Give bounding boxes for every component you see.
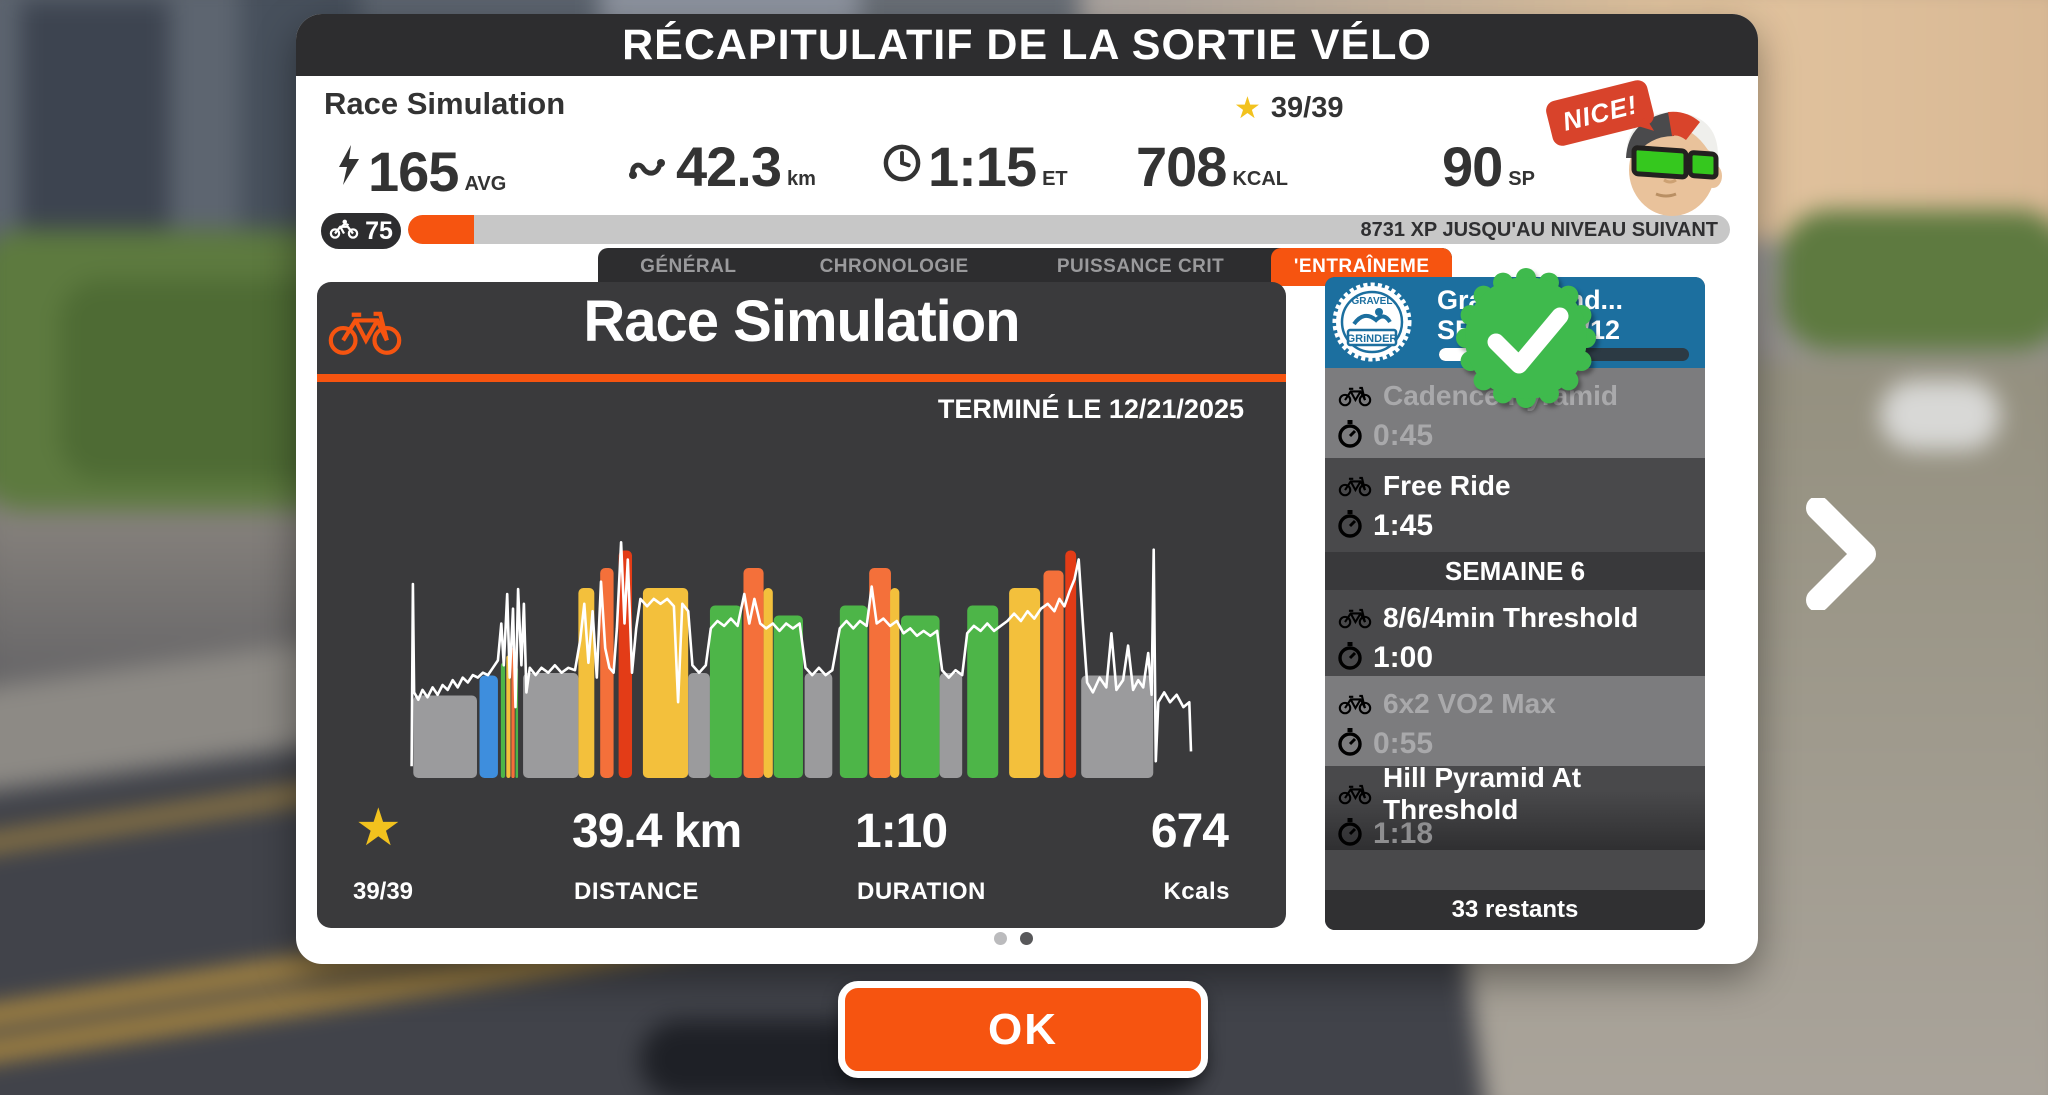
star-icon: ★: [355, 799, 402, 857]
bike-icon: [1337, 689, 1373, 720]
kcal-label: Kcals: [1163, 878, 1230, 905]
ride-stat-avg: 165 AVG: [336, 142, 506, 199]
tab-puissance-crit[interactable]: PUISSANCE CRIT: [1056, 256, 1225, 277]
workout-interval-chart: [410, 540, 1193, 778]
xp-progress-fill: [408, 215, 475, 244]
plan-workout-item[interactable]: 6x2 VO2 Max 0:55: [1325, 676, 1705, 766]
workout-stars-count: 39/39: [352, 878, 414, 905]
clock-icon: [882, 143, 922, 183]
rider-level-badge: 75: [318, 210, 404, 252]
ride-stat-kcal: 708 KCAL: [1136, 135, 1288, 198]
lightning-icon: [336, 142, 362, 188]
ok-button[interactable]: OK: [838, 981, 1208, 1078]
duration-label: DURATION: [857, 878, 986, 905]
distance-label: DISTANCE: [574, 878, 699, 905]
ok-button-label: OK: [988, 1004, 1058, 1054]
plan-workout-item[interactable]: 8/6/4min Threshold 1:00: [1325, 590, 1705, 676]
plan-week-divider: SEMAINE 6: [1325, 552, 1705, 590]
pagination-dot-1[interactable]: [994, 932, 1007, 945]
ride-summary-panel: RÉCAPITULATIF DE LA SORTIE VÉLO Race Sim…: [296, 14, 1758, 964]
stopwatch-icon: [1337, 419, 1363, 454]
bike-icon: [1337, 603, 1373, 634]
ride-stat-sp: 90 SP: [1442, 135, 1535, 198]
star-icon: ★: [1234, 91, 1261, 125]
route-stars: ★ 39/39: [1234, 92, 1343, 125]
stopwatch-icon: [1337, 641, 1363, 676]
stopwatch-icon: [1337, 817, 1363, 852]
svg-text:GRAVEL: GRAVEL: [1352, 296, 1393, 307]
stopwatch-icon: [1337, 727, 1363, 762]
plan-workout-item[interactable]: Hill Pyramid At Threshold 1:18: [1325, 762, 1705, 852]
plan-workout-item[interactable]: Free Ride 1:45: [1325, 458, 1705, 552]
cyclist-icon: [329, 219, 359, 244]
ride-stat-km: 42.3 km: [628, 138, 816, 195]
card-pagination-dots: [994, 932, 1033, 945]
plan-workout-list: Cadence Pyramid 0:45 Free Ride 1:45 SEMAINE …: [1325, 368, 1705, 850]
tab-chronologie[interactable]: CHRONOLOGIE: [819, 256, 969, 277]
summary-tabs: GÉNÉRAL CHRONOLOGIE PUISSANCE CRIT 'ENTRAÎN…: [598, 248, 1452, 286]
stopwatch-icon: [1337, 509, 1363, 544]
svg-text:GRiNDER: GRiNDER: [1347, 333, 1398, 345]
accent-rule: [317, 374, 1286, 382]
pagination-dot-2[interactable]: [1020, 932, 1033, 945]
tab-g-n-ral[interactable]: GÉNÉRAL: [640, 256, 737, 277]
ride-stat-et: 1:15 ET: [882, 138, 1068, 195]
completed-check-badge: [1451, 262, 1601, 412]
activity-name: Race Simulation: [324, 86, 566, 121]
completed-date-label: TERMINÉ LE 12/21/2025: [937, 394, 1244, 424]
xp-progress-bar: 8731 XP JUSQU'AU NIVEAU SUIVANT: [408, 215, 1730, 244]
chain-icon: [628, 153, 670, 183]
workout-title: Race Simulation: [583, 289, 1020, 354]
plan-remaining-count: 33 restants: [1325, 890, 1705, 930]
distance-value: 39.4 km: [572, 805, 742, 858]
level-number: 75: [365, 216, 393, 245]
next-panel-arrow[interactable]: [1806, 496, 1878, 615]
bike-icon: [327, 298, 403, 365]
gravel-grinder-logo: GRAVEL GRiNDER: [1332, 282, 1412, 367]
bike-icon: [1337, 381, 1373, 412]
ride-stats-row: 165 AVG 42.3 km 1:15 ET 708 KCAL 90 SP: [336, 135, 1716, 206]
kcal-value: 674: [1150, 805, 1229, 858]
bike-icon: [1337, 471, 1373, 502]
workout-detail-card: Race Simulation TERMINÉ LE 12/21/2025 ★ …: [317, 282, 1286, 928]
stars-count: 39/39: [1270, 92, 1344, 124]
duration-value: 1:10: [855, 805, 948, 858]
bike-icon: [1337, 779, 1373, 810]
xp-to-next-level-text: 8731 XP JUSQU'AU NIVEAU SUIVANT: [1360, 219, 1718, 241]
panel-title: RÉCAPITULATIF DE LA SORTIE VÉLO: [622, 20, 1432, 69]
panel-title-bar: RÉCAPITULATIF DE LA SORTIE VÉLO: [296, 14, 1758, 76]
